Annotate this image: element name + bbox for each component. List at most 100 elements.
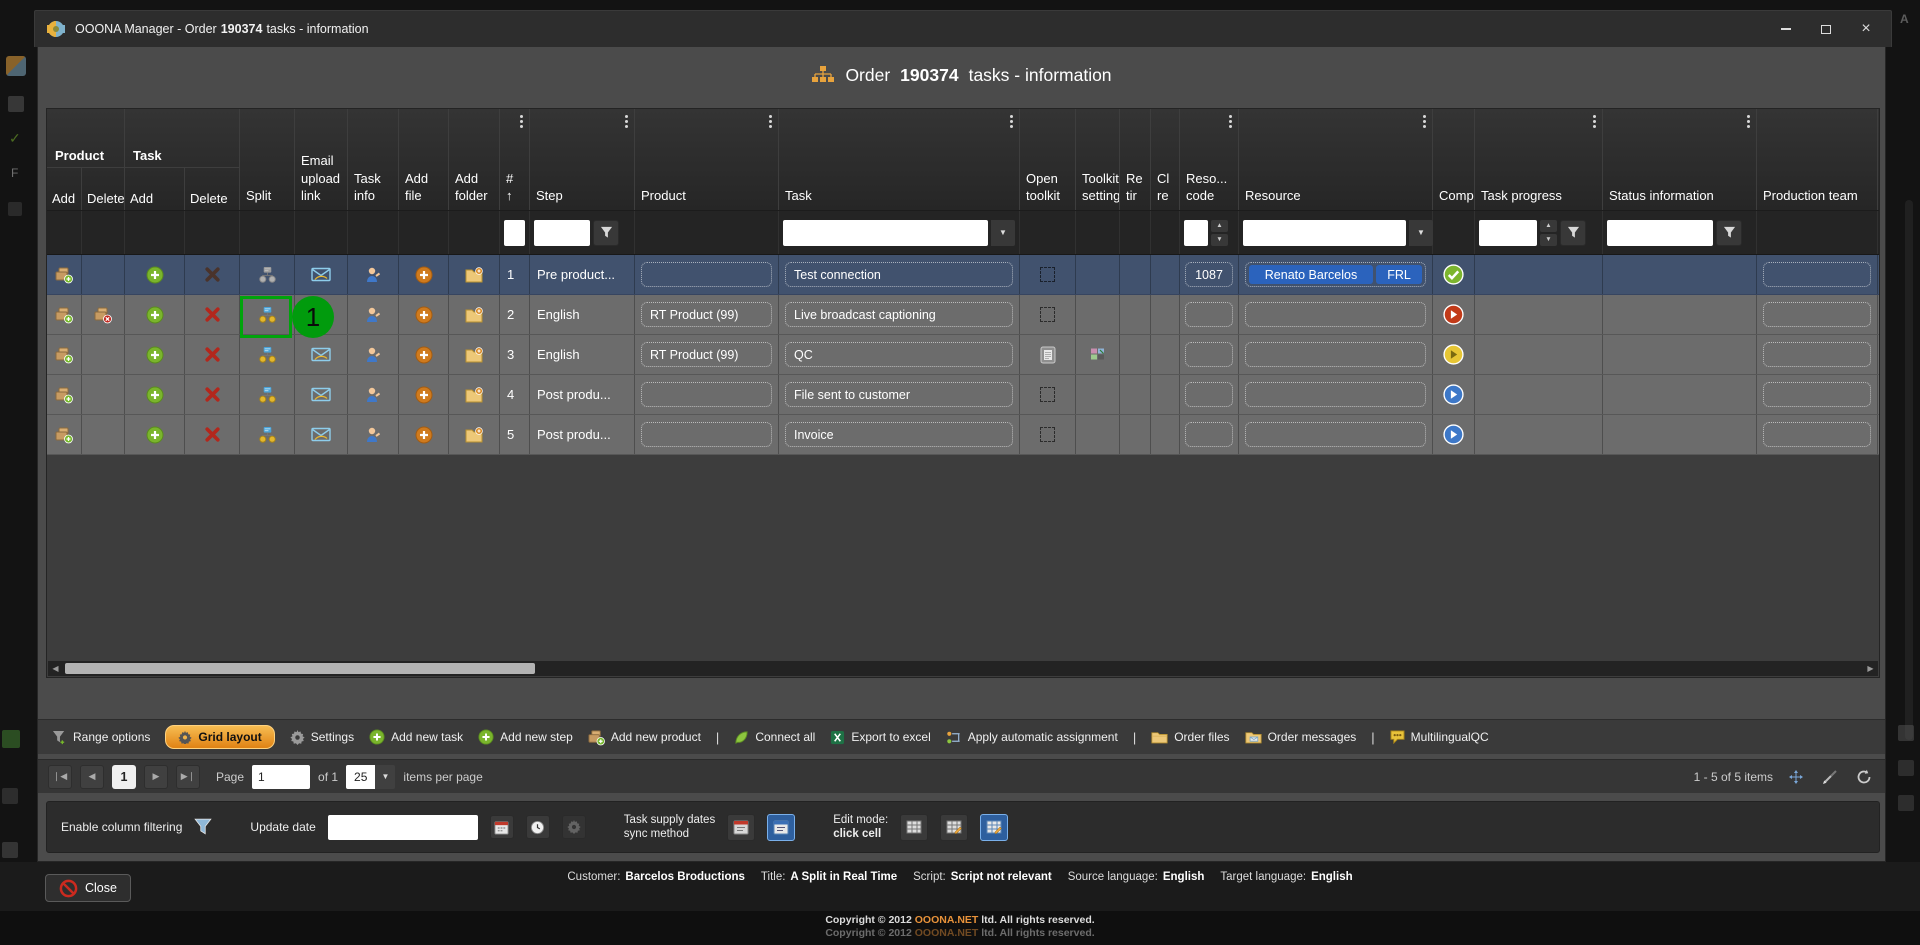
column-menu-icon[interactable] xyxy=(1010,115,1013,118)
status-information-filter-input[interactable] xyxy=(1607,219,1713,246)
resource-code-field[interactable]: 1087 xyxy=(1185,262,1233,287)
column-header-check-result[interactable]: Cl re xyxy=(1151,109,1180,210)
apply-automatic-assignment-button[interactable]: Apply automatic assignment xyxy=(946,730,1118,745)
resource-code-spinner[interactable]: ▲ ▼ xyxy=(1211,219,1228,246)
resource-field[interactable] xyxy=(1245,422,1426,447)
column-header-email-upload-link[interactable]: Email upload link xyxy=(295,109,348,210)
column-header-step[interactable]: Step xyxy=(530,109,635,210)
close-button[interactable]: Close xyxy=(45,874,131,902)
add-file-icon[interactable] xyxy=(415,266,433,284)
task-info-person-icon[interactable] xyxy=(364,266,382,284)
table-row-1[interactable]: 1 Pre product... Test connection 1087 Re… xyxy=(47,255,1879,295)
add-new-step-button[interactable]: Add new step xyxy=(478,729,573,745)
column-header-product-delete[interactable]: Delete xyxy=(82,168,125,210)
scroll-right-icon[interactable]: ▶ xyxy=(1867,664,1874,673)
order-messages-button[interactable]: Order messages xyxy=(1244,730,1356,744)
close-window-button[interactable]: × xyxy=(1861,20,1871,37)
status-pending-blue-icon[interactable] xyxy=(1443,384,1464,405)
add-folder-icon[interactable] xyxy=(464,426,484,444)
task-delete-icon[interactable] xyxy=(204,386,221,403)
edit-mode-grid-button[interactable] xyxy=(900,813,929,841)
column-header-toolkit-settings[interactable]: Toolkit settings xyxy=(1076,109,1120,210)
add-folder-icon[interactable] xyxy=(464,306,484,324)
calendar-icon[interactable] xyxy=(489,815,514,839)
task-add-icon[interactable] xyxy=(146,386,164,404)
resource-code-field[interactable] xyxy=(1185,342,1233,367)
task-progress-filter-funnel-button[interactable] xyxy=(1560,219,1586,246)
column-header-number-sorted[interactable]: # ↑ xyxy=(500,109,530,210)
spin-down-icon[interactable]: ▼ xyxy=(1540,233,1557,246)
production-team-field[interactable] xyxy=(1763,262,1871,287)
update-date-input[interactable] xyxy=(327,814,478,840)
resource-field[interactable] xyxy=(1245,382,1426,407)
product-field[interactable]: RT Product (99) xyxy=(641,302,772,327)
add-new-task-button[interactable]: Add new task xyxy=(369,729,463,745)
column-header-task-progress[interactable]: Task progress xyxy=(1475,109,1603,210)
horizontal-scrollbar[interactable]: ◀ ▶ xyxy=(48,661,1878,676)
step-filter-funnel-button[interactable] xyxy=(593,219,619,246)
open-toolkit-checkbox[interactable] xyxy=(1040,307,1055,322)
split-task-icon[interactable] xyxy=(258,386,277,403)
order-files-button[interactable]: Order files xyxy=(1151,730,1230,744)
resource-code-field[interactable] xyxy=(1185,422,1233,447)
column-filtering-funnel-icon[interactable] xyxy=(194,818,213,836)
task-field[interactable]: Test connection xyxy=(785,262,1013,287)
product-add-icon[interactable] xyxy=(55,266,73,284)
range-options-button[interactable]: Range options xyxy=(52,730,150,745)
product-field[interactable]: RT Product (99) xyxy=(641,342,772,367)
task-add-icon[interactable] xyxy=(146,266,164,284)
task-field[interactable]: Invoice xyxy=(785,422,1013,447)
connect-all-button[interactable]: Connect all xyxy=(734,730,815,745)
last-page-button[interactable]: ▶❘ xyxy=(176,764,200,789)
column-header-add-file[interactable]: Add file xyxy=(399,109,449,210)
task-info-person-icon[interactable] xyxy=(364,386,382,404)
task-field[interactable]: File sent to customer xyxy=(785,382,1013,407)
column-header-rec-time[interactable]: Re tir xyxy=(1120,109,1151,210)
resource-filter-input[interactable] xyxy=(1243,219,1406,246)
page-number-input[interactable] xyxy=(252,764,311,789)
clock-icon[interactable] xyxy=(525,815,550,839)
column-header-add-folder[interactable]: Add folder xyxy=(449,109,500,210)
column-header-task-delete[interactable]: Delete xyxy=(185,168,240,210)
first-page-button[interactable]: ❘◀ xyxy=(48,764,72,789)
table-row-5[interactable]: 5 Post produ... Invoice xyxy=(47,415,1879,455)
product-field[interactable] xyxy=(641,382,772,407)
clear-filters-wand-icon[interactable] xyxy=(1819,766,1841,788)
table-row-2[interactable]: 2 English RT Product (99) Live broadcast… xyxy=(47,295,1879,335)
add-folder-icon[interactable] xyxy=(464,386,484,404)
column-menu-icon[interactable] xyxy=(769,115,772,118)
column-header-task-add[interactable]: Add xyxy=(125,168,185,210)
add-file-icon[interactable] xyxy=(415,426,433,444)
resource-code-field[interactable] xyxy=(1185,302,1233,327)
add-folder-icon[interactable] xyxy=(464,346,484,364)
previous-page-button[interactable]: ◀ xyxy=(80,764,104,789)
product-field[interactable] xyxy=(641,422,772,447)
production-team-field[interactable] xyxy=(1763,422,1871,447)
column-menu-icon[interactable] xyxy=(625,115,628,118)
column-header-complete[interactable]: Complete xyxy=(1433,109,1475,210)
table-row-4[interactable]: 4 Post produ... File sent to customer xyxy=(47,375,1879,415)
product-add-icon[interactable] xyxy=(55,426,73,444)
status-in-progress-red-icon[interactable] xyxy=(1443,304,1464,325)
task-field[interactable]: QC xyxy=(785,342,1013,367)
table-row-3[interactable]: 3 English RT Product (99) QC xyxy=(47,335,1879,375)
task-add-icon[interactable] xyxy=(146,426,164,444)
resource-badge[interactable]: FRL xyxy=(1376,265,1422,284)
resource-filter-dropdown-button[interactable]: ▼ xyxy=(1409,219,1433,246)
column-header-task[interactable]: Task xyxy=(779,109,1020,210)
resource-name-chip[interactable]: Renato Barcelos xyxy=(1249,265,1373,284)
product-delete-icon[interactable] xyxy=(94,306,112,324)
multilingual-qc-button[interactable]: MultilingualQC xyxy=(1390,730,1489,744)
column-header-split[interactable]: Split xyxy=(240,109,295,210)
task-filter-dropdown-button[interactable]: ▼ xyxy=(991,219,1015,246)
refresh-icon[interactable] xyxy=(1853,766,1875,788)
spin-down-icon[interactable]: ▼ xyxy=(1211,233,1228,246)
production-team-field[interactable] xyxy=(1763,302,1871,327)
column-header-production-team[interactable]: Production team xyxy=(1757,109,1878,210)
step-filter-input[interactable] xyxy=(534,219,590,246)
status-information-filter-funnel-button[interactable] xyxy=(1716,219,1742,246)
column-menu-icon[interactable] xyxy=(1423,115,1426,118)
product-add-icon[interactable] xyxy=(55,306,73,324)
column-menu-icon[interactable] xyxy=(1229,115,1232,118)
number-filter-input[interactable] xyxy=(504,219,525,246)
